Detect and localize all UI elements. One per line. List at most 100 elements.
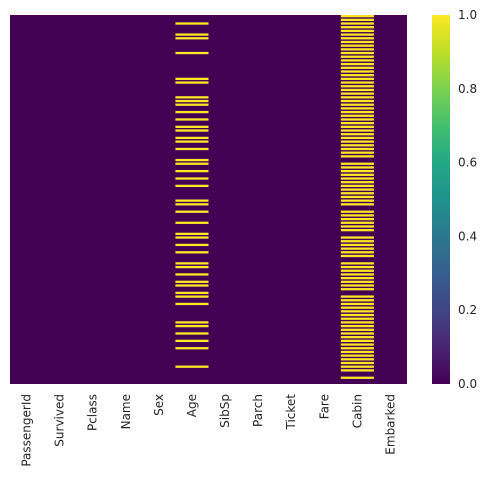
heatmap-cell-cabin-missing xyxy=(340,173,374,176)
heatmap-cell-cabin-missing xyxy=(340,81,374,84)
heatmap-cell-cabin-missing xyxy=(340,280,374,283)
heatmap-cell-cabin-missing xyxy=(340,254,374,258)
colorbar-tick-1-0: 1.0 xyxy=(458,8,477,22)
x-tick-label-ticket: Ticket xyxy=(284,394,298,431)
heatmap-cell-age-missing xyxy=(175,302,209,306)
heatmap-cell-cabin-missing xyxy=(340,62,374,66)
x-tick-label-name: Name xyxy=(119,394,133,429)
x-tick-label-passengerid: PassengerId xyxy=(20,394,34,467)
heatmap-cell-cabin-missing xyxy=(340,181,374,184)
heatmap-cell-cabin-missing xyxy=(340,195,374,199)
heatmap-cell-cabin-missing xyxy=(340,376,374,379)
heatmap-cell-cabin-missing xyxy=(340,26,374,29)
heatmap-cell-age-missing xyxy=(175,177,209,180)
heatmap-cell-age-missing xyxy=(175,99,209,103)
heatmap-cell-cabin-missing xyxy=(340,339,374,343)
x-tick-label-parch: Parch xyxy=(251,394,265,427)
heatmap-cell-cabin-missing xyxy=(340,240,374,243)
colorbar xyxy=(432,15,450,384)
heatmap-cell-cabin-missing xyxy=(340,324,374,328)
heatmap-cell-age-missing xyxy=(175,243,209,247)
heatmap-cell-age-missing xyxy=(175,33,209,36)
heatmap-cell-cabin-missing xyxy=(340,114,374,117)
heatmap-cell-age-missing xyxy=(175,158,209,162)
heatmap-cell-age-missing xyxy=(175,273,209,276)
heatmap-cell-cabin-missing xyxy=(340,188,374,191)
heatmap-cell-age-missing xyxy=(175,77,209,81)
x-tick-label-cabin: Cabin xyxy=(350,394,364,428)
colorbar-tick-0-6: 0.6 xyxy=(458,156,477,170)
heatmap-cell-cabin-missing xyxy=(340,55,374,58)
heatmap-cell-cabin-missing xyxy=(340,199,374,202)
heatmap-cell-cabin-missing xyxy=(340,22,374,25)
heatmap-cell-age-missing xyxy=(175,232,209,235)
heatmap-cell-cabin-missing xyxy=(340,358,374,361)
heatmap-cell-cabin-missing xyxy=(340,192,374,195)
heatmap-cell-cabin-missing xyxy=(340,177,374,180)
x-tick-label-age: Age xyxy=(185,394,199,417)
heatmap-cell-cabin-missing xyxy=(340,66,374,69)
heatmap-cell-age-missing xyxy=(175,265,209,269)
heatmap-cell-age-missing xyxy=(175,22,209,25)
heatmap-cell-cabin-missing xyxy=(340,184,374,188)
heatmap-cell-cabin-missing xyxy=(340,288,374,291)
heatmap-cell-cabin-missing xyxy=(340,48,374,51)
heatmap-cell-cabin-missing xyxy=(340,243,374,247)
heatmap-cell-cabin-missing xyxy=(340,118,374,121)
heatmap-cell-cabin-missing xyxy=(340,40,374,44)
heatmap-cell-cabin-missing xyxy=(340,332,374,335)
heatmap-cell-age-missing xyxy=(175,221,209,224)
heatmap-cell-cabin-missing xyxy=(340,247,374,250)
heatmap-cell-cabin-missing xyxy=(340,59,374,62)
heatmap-cell-cabin-missing xyxy=(340,166,374,169)
heatmap-cell-cabin-missing xyxy=(340,214,374,217)
heatmap-cell-age-missing xyxy=(175,129,209,132)
heatmap-cell-cabin-missing xyxy=(340,369,374,372)
heatmap-cell-age-missing xyxy=(175,184,209,188)
heatmap-cell-age-missing xyxy=(175,251,209,254)
heatmap-cell-age-missing xyxy=(175,347,209,350)
colorbar-tick-0-2: 0.2 xyxy=(458,303,477,317)
heatmap-cell-cabin-missing xyxy=(340,317,374,320)
heatmap-cell-cabin-missing xyxy=(340,110,374,114)
heatmap-cell-age-missing xyxy=(175,96,209,99)
heatmap-cell-cabin-missing xyxy=(340,122,374,125)
heatmap-cell-age-missing xyxy=(175,365,209,368)
heatmap-cell-age-missing xyxy=(175,103,209,106)
heatmap-cell-cabin-missing xyxy=(340,203,374,206)
heatmap-cell-age-missing xyxy=(175,332,209,335)
heatmap-cell-cabin-missing xyxy=(340,169,374,173)
heatmap-cell-cabin-missing xyxy=(340,221,374,224)
heatmap-cell-cabin-missing xyxy=(340,77,374,81)
heatmap-cell-cabin-missing xyxy=(340,302,374,306)
heatmap-cell-cabin-missing xyxy=(340,350,374,354)
colorbar-tick-0-4: 0.4 xyxy=(458,229,477,243)
heatmap-cell-age-missing xyxy=(175,236,209,239)
colorbar-gradient xyxy=(432,15,450,384)
heatmap-cell-cabin-missing xyxy=(340,147,374,151)
heatmap-cell-cabin-missing xyxy=(340,107,374,110)
heatmap-cell-cabin-missing xyxy=(340,103,374,106)
x-tick-label-sex: Sex xyxy=(152,394,166,416)
heatmap-cell-age-missing xyxy=(175,321,209,324)
heatmap-cell-cabin-missing xyxy=(340,33,374,36)
heatmap-cell-age-missing xyxy=(175,125,209,128)
colorbar-tick-0-8: 0.8 xyxy=(458,82,477,96)
heatmap-cell-cabin-missing xyxy=(340,299,374,302)
heatmap-cell-cabin-missing xyxy=(340,151,374,154)
heatmap-cell-age-missing xyxy=(175,51,209,55)
heatmap-cell-age-missing xyxy=(175,110,209,114)
heatmap-cell-cabin-missing xyxy=(340,140,374,143)
heatmap-cell-cabin-missing xyxy=(340,217,374,221)
heatmap-cell-cabin-missing xyxy=(340,96,374,99)
heatmap-cell-age-missing xyxy=(175,324,209,328)
heatmap-cell-cabin-missing xyxy=(340,343,374,346)
heatmap-cell-cabin-missing xyxy=(340,37,374,40)
x-axis-tick-labels: PassengerId Survived Pclass Name Sex Age SibSp… xyxy=(20,394,398,467)
heatmap-cell-age-missing xyxy=(175,162,209,165)
heatmap-cell-cabin-missing xyxy=(340,155,374,158)
heatmap-cell-cabin-missing xyxy=(340,51,374,55)
heatmap-cell-age-missing xyxy=(175,81,209,84)
x-tick-label-sibsp: SibSp xyxy=(218,394,232,428)
